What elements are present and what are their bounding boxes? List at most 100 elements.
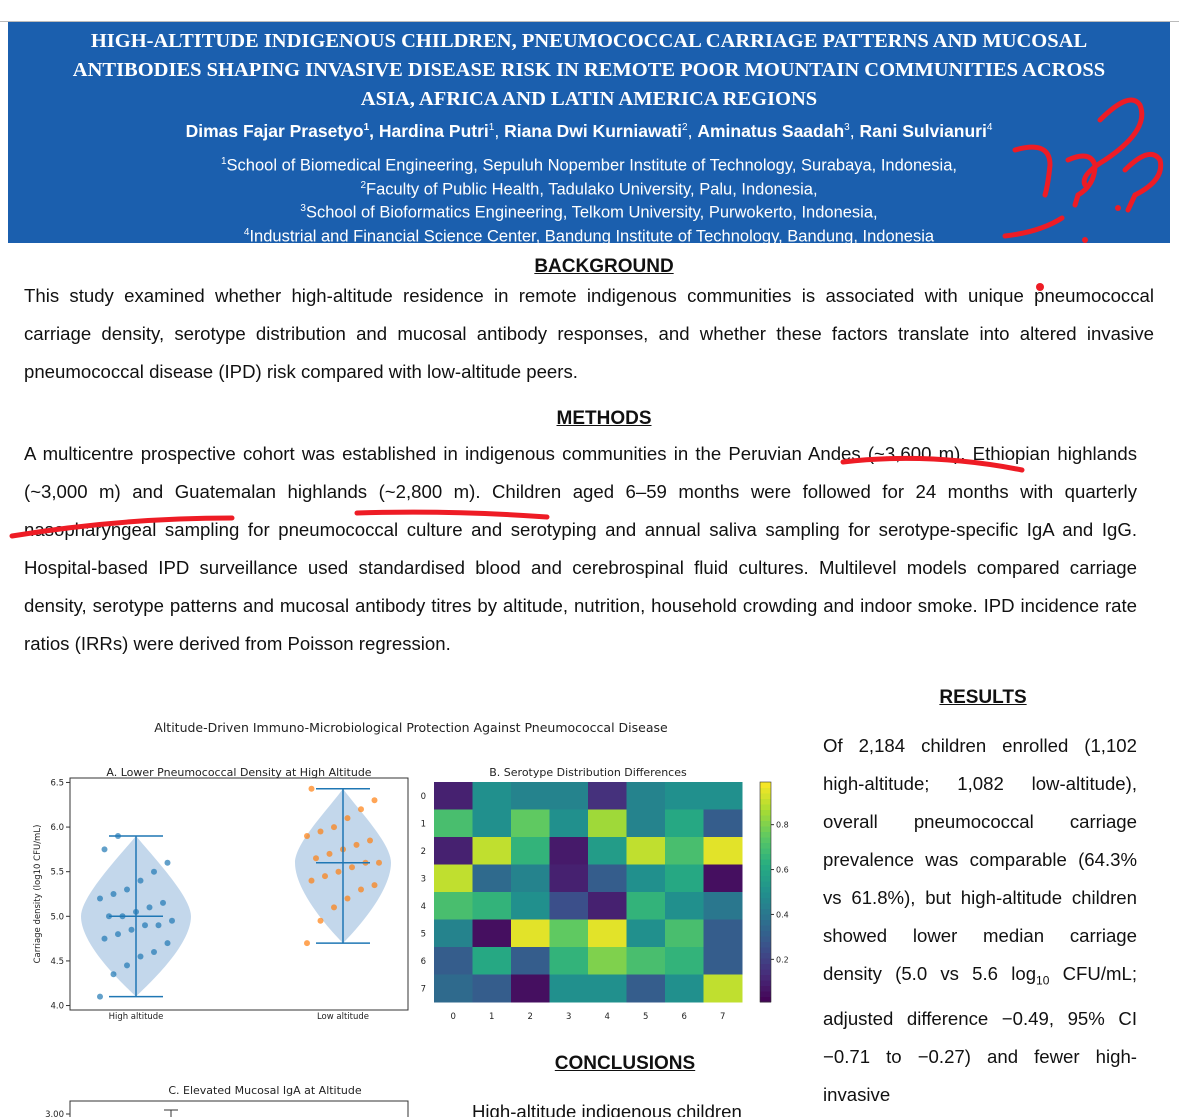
axes-frame: [69, 1100, 409, 1117]
affiliation: 1School of Biomedical Engineering, Sepul…: [8, 152, 1170, 176]
author-sup: 1: [488, 122, 495, 134]
point: [101, 846, 108, 853]
text: 10: [1036, 973, 1050, 988]
author-sup: 3: [844, 122, 850, 134]
y-tick-label: 7: [421, 984, 426, 994]
x-tick-label: 4: [605, 1012, 610, 1022]
header: HIGH-ALTITUDE INDIGENOUS CHILDREN, PNEUM…: [8, 22, 1170, 246]
y-tick-label: 6: [421, 957, 426, 967]
heatmap-cell: [472, 892, 512, 920]
colorbar-segment: [760, 969, 771, 975]
author-name: Aminatus Saadah: [697, 121, 845, 141]
colorbar-segment: [760, 826, 771, 832]
heatmap-cell: [626, 864, 666, 893]
point: [331, 824, 337, 831]
y-tick-label: 6.0: [50, 823, 64, 833]
y-tick-label: 5: [421, 929, 426, 939]
title: HIGH-ALTITUDE INDIGENOUS CHILDREN, PNEUM…: [8, 27, 1170, 114]
heatmap-cell: [434, 947, 473, 975]
heatmap-cell: [703, 947, 743, 975]
heatmap-cell: [549, 782, 589, 810]
point: [137, 953, 144, 960]
colorbar-segment: [760, 941, 771, 948]
colorbar-segment: [760, 936, 771, 942]
heatmap-cell: [511, 782, 550, 810]
y-tick-label: 5.5: [50, 868, 64, 878]
heatmap-cell: [588, 919, 627, 948]
point: [304, 940, 310, 947]
x-tick-label: High altitude: [109, 1012, 164, 1022]
heatmap-cell: [434, 809, 473, 838]
affiliations: 1School of Biomedical Engineering, Sepul…: [8, 152, 1170, 246]
heatmap-cell: [588, 947, 627, 975]
point: [367, 837, 373, 844]
author-name: Rani Sulvianuri: [859, 121, 987, 141]
point: [317, 828, 324, 835]
heatmap-cell: [665, 782, 704, 810]
colorbar-segment: [760, 831, 771, 838]
colorbar-segment: [760, 974, 771, 981]
colorbar-segment: [760, 804, 771, 810]
paragraph: High-altitude indigenous children: [472, 1101, 742, 1117]
point: [371, 797, 378, 804]
heatmap-cell: [665, 974, 704, 1003]
point: [160, 899, 166, 906]
heatmap-cell: [472, 782, 512, 810]
heatmap-cell: [703, 782, 743, 810]
affiliation: 2Faculty of Public Health, Tadulako Univ…: [8, 176, 1170, 200]
y-tick-label: 5.0: [50, 912, 64, 922]
colorbar-segment: [760, 881, 771, 887]
point: [335, 868, 342, 875]
heatmap-cell: [665, 919, 704, 948]
colorbar-segment: [760, 892, 771, 898]
point: [331, 904, 337, 911]
x-tick-label: 6: [682, 1012, 687, 1022]
heatmap-cell: [626, 919, 666, 948]
y-tick-label: 4: [421, 902, 426, 912]
heatmap-cell: [588, 974, 627, 1003]
heatmap-cell: [511, 974, 550, 1003]
affiliation-sup: 2: [360, 179, 366, 191]
colorbar-segment: [760, 793, 771, 799]
colorbar-segment: [760, 820, 771, 827]
point: [164, 940, 171, 947]
heatmap-cell: [626, 947, 666, 975]
point: [376, 859, 382, 866]
error-cap: [164, 1109, 178, 1117]
heatmap-cell: [549, 919, 589, 948]
point: [344, 895, 351, 902]
colorbar-segment: [760, 859, 771, 865]
heatmap-cell: [472, 919, 512, 948]
heatmap-cell: [472, 974, 512, 1003]
author-name: Riana Dwi Kurniawati: [504, 121, 683, 141]
x-tick-label: 7: [720, 1012, 725, 1022]
heatmap-cell: [434, 864, 473, 893]
heatmap-cell: [588, 809, 627, 838]
y-tick-label: 0: [421, 792, 426, 802]
point: [124, 886, 130, 893]
colorbar-segment: [760, 842, 771, 849]
heatmap-cell: [626, 809, 666, 838]
point: [358, 806, 364, 813]
point: [124, 962, 130, 969]
heatmap-cell: [434, 782, 473, 810]
heatmap-cell: [549, 947, 589, 975]
heatmap-cell: [588, 892, 627, 920]
point: [115, 931, 121, 938]
paragraph: This study examined whether high-altitud…: [24, 285, 1154, 382]
colorbar-segment: [760, 919, 771, 926]
colorbar-segment: [760, 947, 771, 953]
heatmap-cell: [472, 947, 512, 975]
heatmap-cell: [434, 974, 473, 1003]
colorbar-segment: [760, 925, 771, 931]
heatmap-cell: [703, 892, 743, 920]
title-line: ANTIBODIES SHAPING INVASIVE DISEASE RISK…: [72, 59, 1106, 81]
point: [110, 971, 117, 978]
affiliation: 4Industrial and Financial Science Center…: [8, 223, 1170, 247]
heatmap-cell: [665, 947, 704, 975]
point: [371, 882, 378, 889]
colorbar-segment: [760, 853, 771, 860]
heatmap-cell: [434, 919, 473, 948]
point: [308, 785, 315, 792]
